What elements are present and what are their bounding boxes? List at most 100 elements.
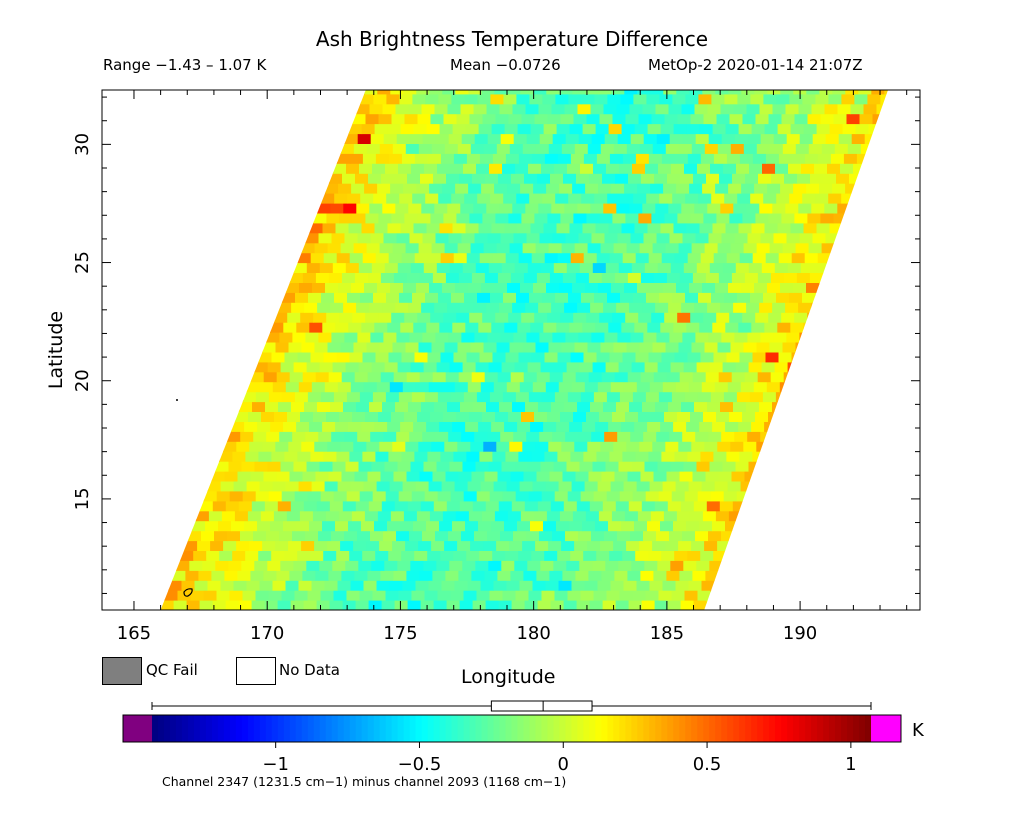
swath-cell (600, 342, 615, 353)
swath-cell (462, 262, 477, 273)
swath-cell (720, 203, 734, 214)
swath-cell (268, 490, 283, 502)
swath-cell (272, 381, 287, 393)
swath-cell (621, 520, 635, 532)
swath-cell (427, 351, 442, 363)
swath-cell (746, 103, 761, 115)
swath-cell (768, 113, 783, 125)
swath-cell (631, 262, 646, 273)
swath-cell (430, 312, 444, 323)
swath-cell (463, 490, 478, 502)
swath-cell (540, 262, 555, 273)
swath-cell (673, 421, 687, 432)
swath-cell (730, 342, 745, 353)
swath-cell (403, 282, 417, 293)
swath-cell (408, 302, 422, 313)
swath-cell (338, 510, 353, 522)
swath-cell (505, 153, 520, 164)
swath-cell (764, 222, 779, 234)
swath-cell (661, 550, 675, 561)
swath-cell (694, 203, 708, 214)
swath-cell (617, 431, 631, 442)
swath-cell (517, 123, 532, 135)
swath-cell (473, 203, 487, 214)
swath-cell (331, 431, 345, 442)
swath-cell (582, 520, 596, 532)
swath-cell (585, 282, 599, 293)
swath-cell (427, 153, 442, 164)
swath-cell (549, 371, 564, 383)
swath-cell (495, 312, 509, 323)
colorbar-segment (427, 715, 435, 742)
swath-cell (601, 371, 616, 383)
swath-cell (400, 322, 414, 333)
swath-cell (649, 580, 664, 591)
swath-cell (478, 520, 492, 532)
swath-cell (890, 104, 904, 115)
swath-cell (496, 540, 510, 551)
swath-cell (338, 183, 352, 194)
swath-cell (713, 252, 728, 264)
qc-fail-swatch (102, 657, 142, 685)
swath-cell (811, 103, 826, 115)
swath-cell (577, 103, 592, 115)
swath-cell (634, 322, 648, 333)
swath-cell (538, 203, 552, 214)
swath-cell (769, 242, 784, 254)
swath-cell (725, 322, 739, 333)
swath-cell (486, 103, 501, 115)
swath-cell (745, 500, 760, 512)
swath-cell (430, 212, 444, 224)
swath-cell (746, 302, 760, 313)
swath-cell (377, 183, 391, 194)
swath-cell (651, 113, 666, 125)
swath-cell (324, 381, 339, 393)
swath-cell (646, 93, 660, 105)
swath-cell (556, 322, 570, 333)
swath-cell (623, 480, 638, 492)
swath-cell (715, 282, 729, 293)
swath-cell (279, 431, 293, 442)
swath-cell (225, 500, 240, 512)
swath-cell (452, 322, 466, 333)
colorbar-segment (631, 715, 638, 742)
swath-cell (489, 163, 503, 174)
swath-cell (457, 441, 471, 452)
swath-cell (419, 471, 434, 482)
swath-cell (550, 500, 565, 512)
swath-cell (400, 421, 414, 432)
swath-cell (344, 133, 359, 144)
swath-cell (720, 401, 734, 412)
swath-cell (718, 272, 733, 283)
swath-cell (508, 312, 522, 323)
swath-cell (443, 113, 458, 125)
swath-cell (459, 600, 474, 610)
swath-cell (453, 550, 467, 561)
swath-cell (505, 252, 520, 264)
swath-cell (820, 113, 835, 125)
swath-cell (699, 520, 713, 532)
swath-cell (464, 292, 478, 303)
swath-cell (544, 451, 558, 462)
colorbar-segment (775, 715, 782, 742)
swath-cell (578, 332, 592, 343)
swath-cell (593, 391, 608, 403)
swath-cell (455, 510, 470, 522)
swath-cell (680, 600, 695, 610)
swath-cell (556, 123, 571, 135)
swath-cell (390, 183, 404, 194)
swath-cell (186, 500, 201, 512)
swath-cell (703, 312, 717, 323)
swath-cell (569, 123, 584, 135)
swath-cell (710, 490, 725, 502)
swath-cell (450, 490, 465, 502)
swath-cell (744, 272, 759, 283)
swath-cell (440, 252, 455, 264)
swath-cell (704, 242, 719, 254)
swath-cell (695, 232, 710, 244)
swath-cell (435, 530, 449, 542)
swath-cell (286, 282, 300, 293)
swath-cell (500, 232, 515, 244)
swath-cell (418, 242, 433, 254)
swath-cell (597, 580, 612, 591)
